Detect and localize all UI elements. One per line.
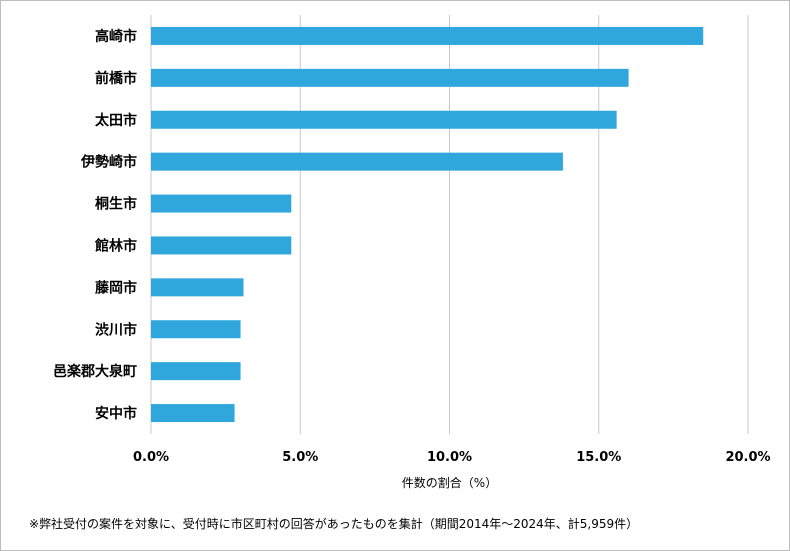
bar-1 [151, 68, 629, 87]
x-tick-label-4: 20.0% [725, 450, 770, 465]
x-axis-title: 件数の割合（%） [402, 475, 497, 490]
category-label-2: 太田市 [95, 112, 137, 129]
x-tick-labels: 0.0% 5.0% 10.0% 15.0% 20.0% [133, 450, 771, 465]
category-label-9: 安中市 [95, 405, 137, 422]
category-label-6: 藤岡市 [95, 279, 137, 296]
category-label-5: 館林市 [94, 237, 137, 254]
bar-4 [151, 194, 292, 213]
category-label-1: 前橋市 [95, 70, 137, 87]
x-tick-label-1: 5.0% [282, 450, 318, 465]
category-label-7: 渋川市 [95, 321, 137, 338]
bar-8 [151, 362, 241, 381]
category-label-3: 伊勢崎市 [80, 154, 137, 171]
bar-5 [151, 236, 292, 255]
x-tick-label-2: 10.0% [427, 450, 472, 465]
bar-3 [151, 152, 563, 171]
x-tick-label-3: 15.0% [576, 450, 621, 465]
bars [151, 26, 704, 423]
category-label-8: 邑楽郡大泉町 [53, 363, 137, 380]
bar-0 [151, 26, 704, 45]
bar-2 [151, 110, 617, 129]
category-label-4: 桐生市 [95, 196, 137, 213]
footnote: ※弊社受付の案件を対象に、受付時に市区町村の回答があったものを集計（期間2014… [29, 517, 639, 531]
bar-9 [151, 404, 235, 423]
bar-6 [151, 278, 244, 297]
category-label-0: 高崎市 [95, 28, 137, 45]
bar-7 [151, 320, 241, 339]
x-tick-label-0: 0.0% [133, 450, 169, 465]
